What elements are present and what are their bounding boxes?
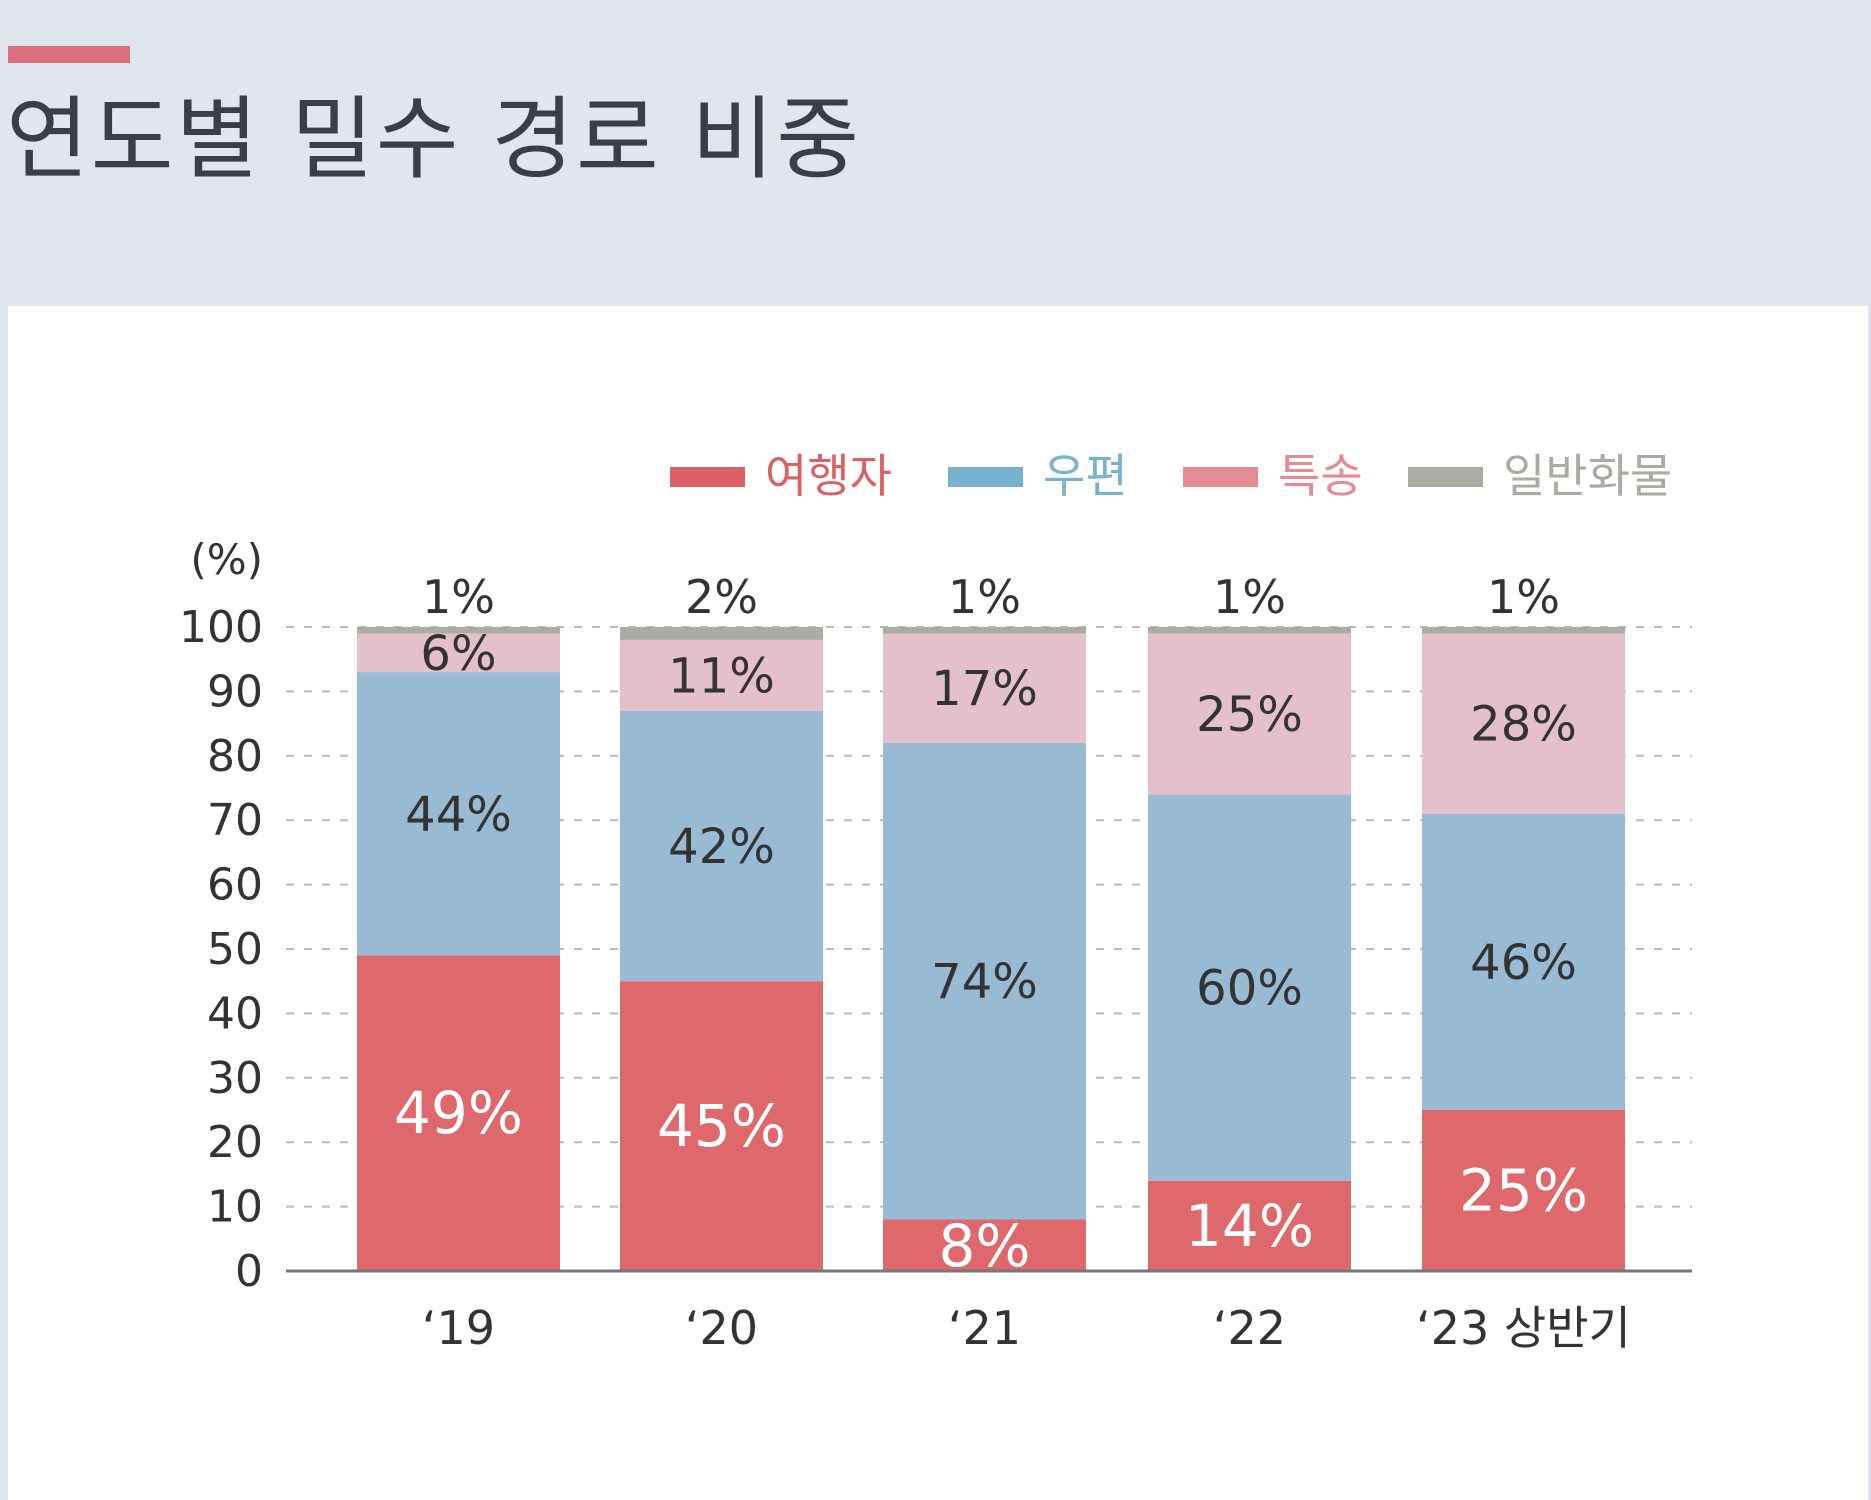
bar-segment [357, 955, 560, 1271]
chart-card: 0 10 20 30 40 50 60 70 80 90 100 (%) 49% 44% 6% 1% ‘19 45… [8, 306, 1868, 1500]
legend-label: 우편 [1043, 449, 1128, 503]
bar-segment [1422, 633, 1625, 814]
bar-segment [1422, 1110, 1625, 1271]
x-tick-label: ‘20 [685, 1301, 758, 1355]
bar-segment [357, 627, 560, 634]
legend-label: 여행자 [765, 449, 892, 503]
legend-swatch [948, 467, 1023, 487]
bar-segment [357, 633, 560, 673]
legend-swatch [670, 467, 745, 487]
bar-segment [883, 1219, 1086, 1271]
bar-segment [1148, 1180, 1351, 1271]
bar-segment [1148, 794, 1351, 1181]
x-tick-label: ‘23 상반기 [1416, 1301, 1631, 1355]
y-tick-label: 60 [207, 860, 263, 911]
bar-segment [1422, 813, 1625, 1110]
legend-swatch [1408, 467, 1483, 487]
y-tick-label: 0 [235, 1246, 263, 1297]
bar-segment [883, 633, 1086, 743]
data-label: 74% [931, 954, 1038, 1010]
data-label: 8% [938, 1212, 1030, 1280]
legend-label: 일반화물 [1503, 449, 1672, 503]
data-label: 1% [422, 570, 495, 624]
y-tick-label: 30 [207, 1053, 263, 1104]
bar-segment [620, 627, 823, 640]
data-label: 6% [420, 626, 496, 682]
title-accent-bar [8, 46, 130, 63]
data-label: 45% [657, 1092, 786, 1160]
y-tick-label: 80 [207, 731, 263, 782]
data-label: 1% [948, 570, 1021, 624]
data-label: 28% [1470, 697, 1577, 753]
data-label: 14% [1185, 1192, 1314, 1260]
data-label: 44% [405, 787, 512, 843]
bar-segment [620, 710, 823, 982]
x-tick-label: ‘21 [948, 1301, 1021, 1355]
x-tick-label: ‘19 [422, 1301, 495, 1355]
data-label: 17% [931, 661, 1038, 717]
stacked-bar-chart: 0102030405060708090100(%)49%44%6%1%‘1945… [179, 449, 1692, 1355]
bar-segment [1422, 627, 1625, 634]
bar-segment [1148, 633, 1351, 795]
y-tick-label: 90 [207, 666, 263, 717]
bar-segment [883, 742, 1086, 1220]
data-label: 46% [1470, 935, 1577, 991]
y-axis-label: (%) [190, 535, 263, 584]
data-label: 1% [1213, 570, 1286, 624]
data-label: 1% [1487, 570, 1560, 624]
data-label: 25% [1459, 1157, 1588, 1225]
x-tick-label: ‘22 [1213, 1301, 1286, 1355]
bar-segment [620, 639, 823, 711]
y-tick-label: 10 [207, 1182, 263, 1233]
bar-segment [1148, 627, 1351, 634]
data-label: 60% [1196, 961, 1303, 1017]
y-tick-label: 70 [207, 795, 263, 846]
bar-segment [620, 981, 823, 1271]
data-label: 11% [668, 648, 775, 704]
bar-segment [357, 672, 560, 956]
data-label: 25% [1196, 687, 1303, 743]
y-tick-label: 50 [207, 924, 263, 975]
data-label: 42% [668, 819, 775, 875]
y-tick-label: 40 [207, 988, 263, 1039]
legend-swatch [1183, 467, 1258, 487]
bar-segment [883, 627, 1086, 634]
page-title: 연도별 밀수 경로 비중 [6, 87, 862, 192]
legend-label: 특송 [1278, 449, 1363, 503]
data-label: 49% [394, 1079, 523, 1147]
y-tick-label: 20 [207, 1117, 263, 1168]
data-label: 2% [685, 570, 758, 624]
y-tick-label: 100 [179, 602, 263, 653]
